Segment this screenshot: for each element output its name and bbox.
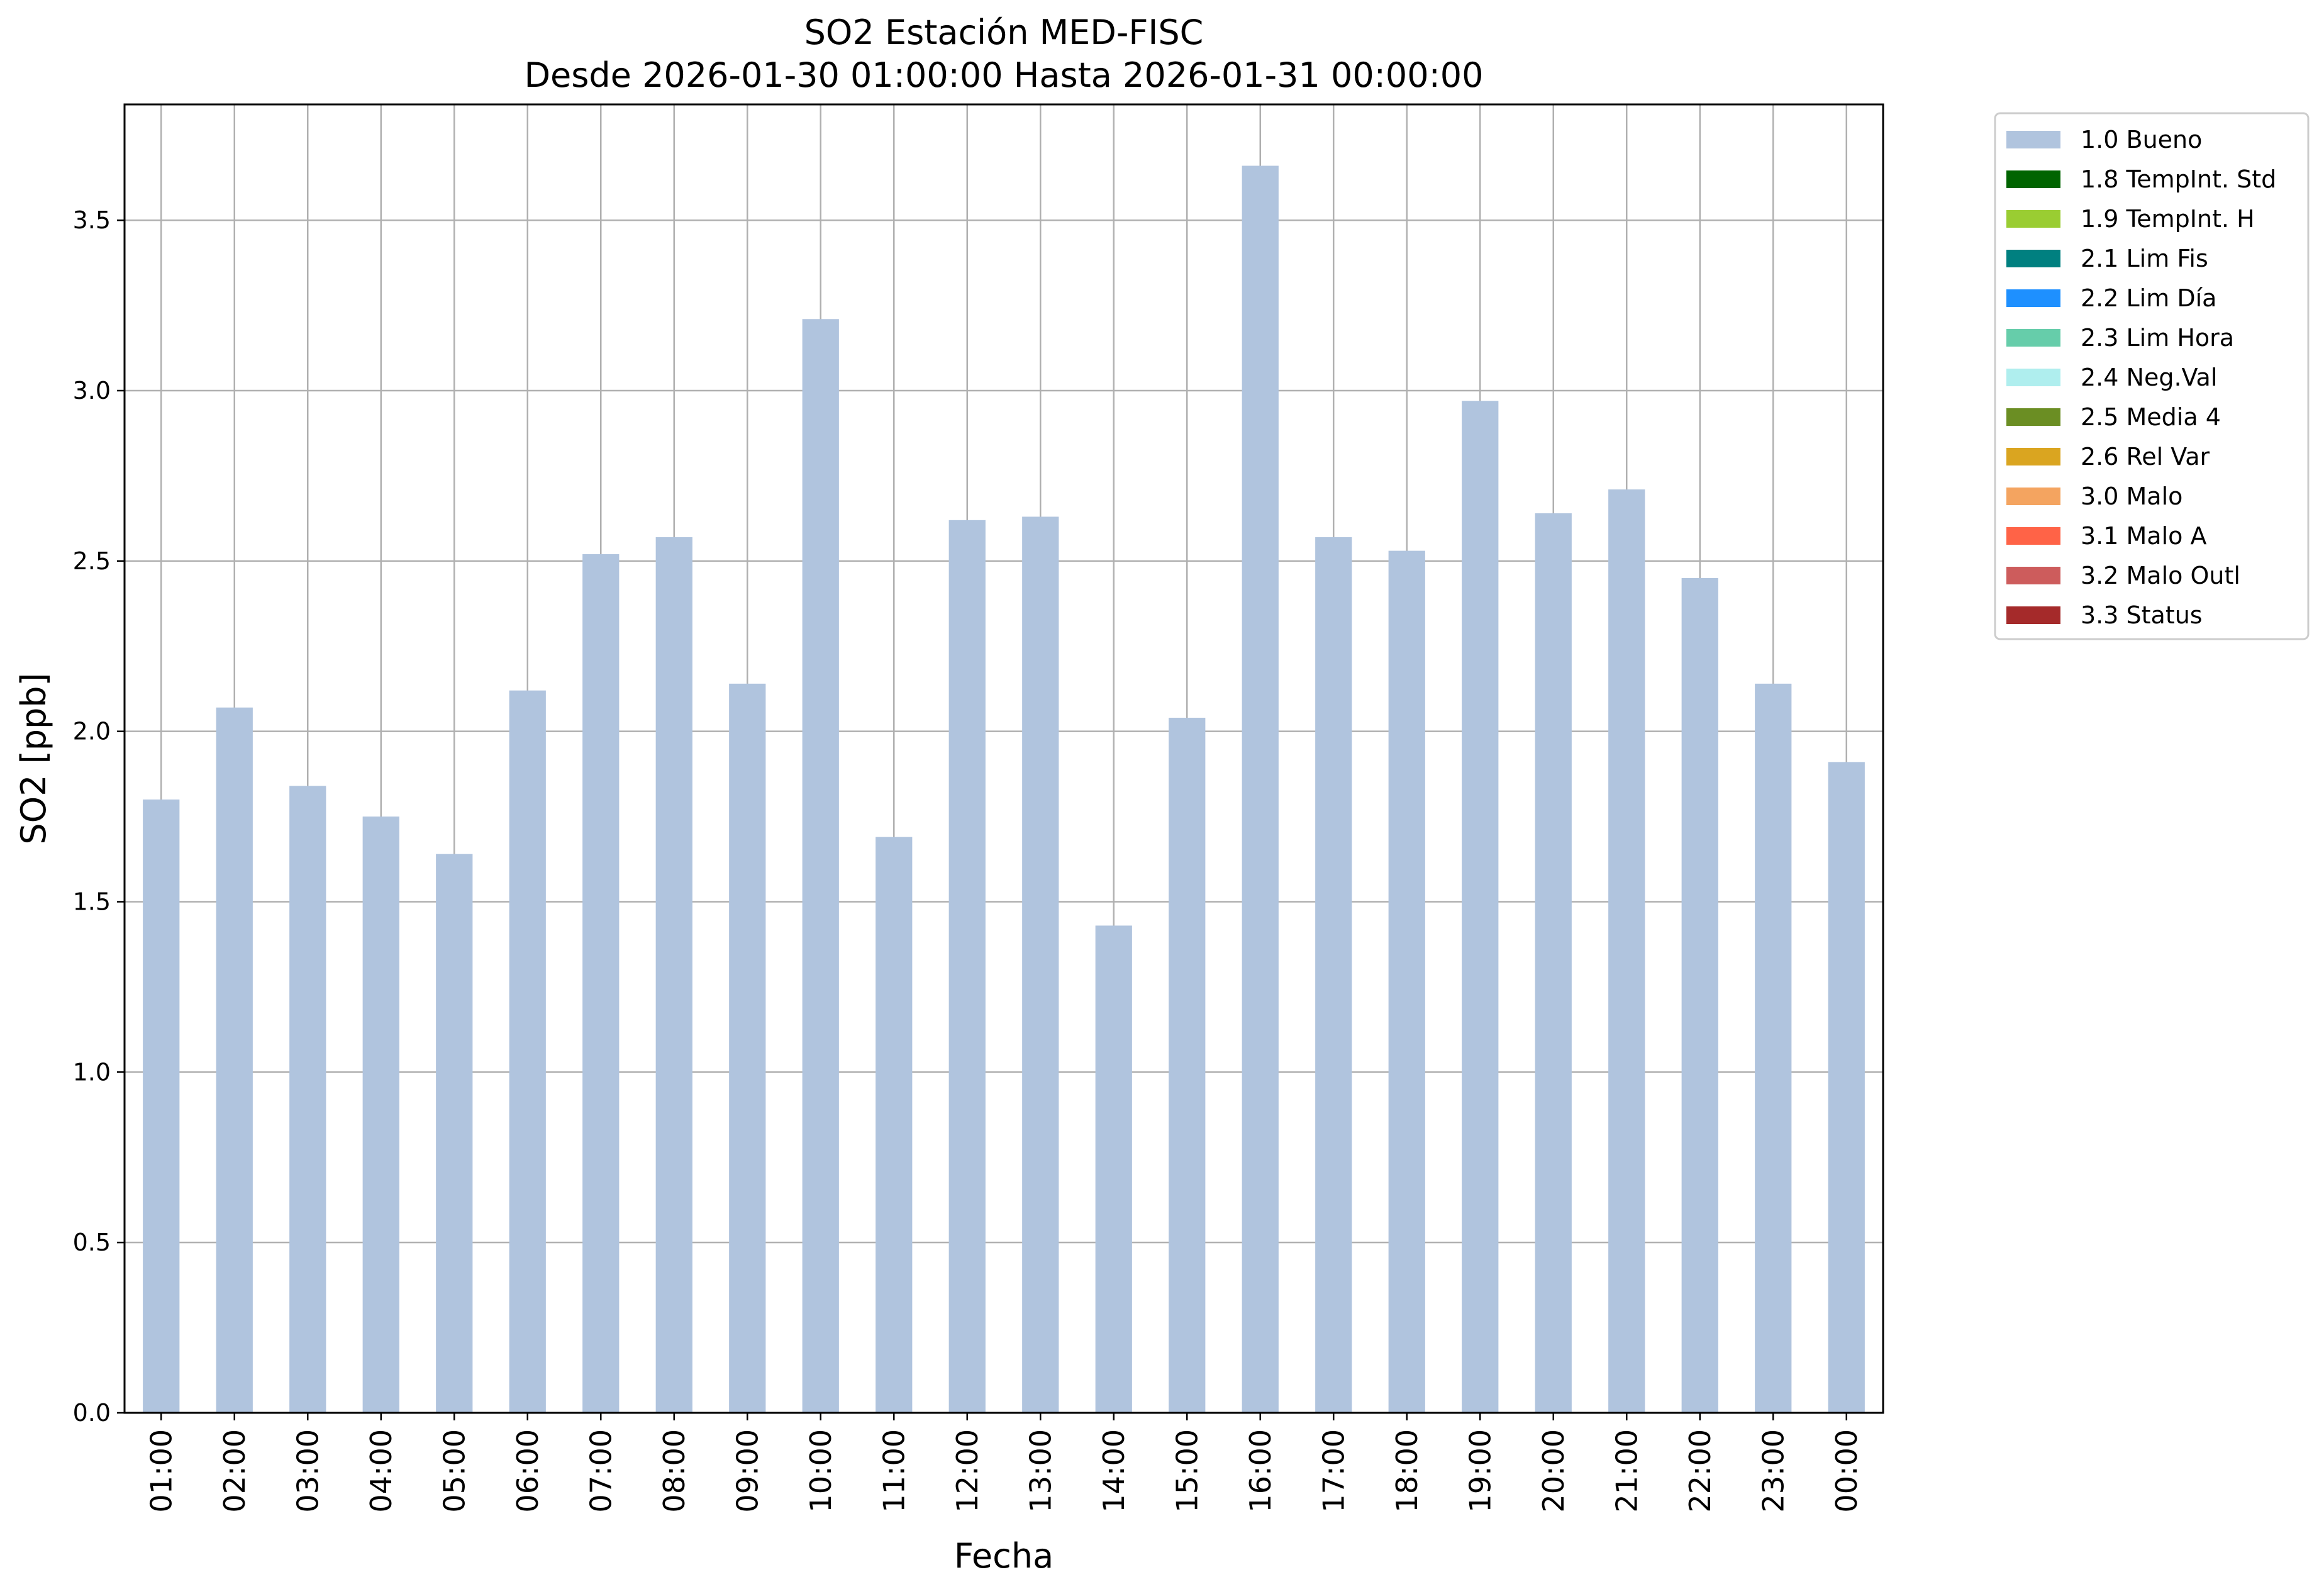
x-tick-label: 12:00 (950, 1429, 984, 1513)
legend-entry: 3.3 Status (2081, 601, 2203, 629)
x-tick-label: 03:00 (291, 1429, 325, 1513)
x-tick-label: 10:00 (804, 1429, 838, 1513)
legend-swatch (2006, 250, 2060, 267)
bar-0700 (582, 554, 620, 1413)
x-tick-label: 23:00 (1756, 1429, 1790, 1513)
x-tick-label: 08:00 (657, 1429, 691, 1513)
legend-entry: 2.6 Rel Var (2081, 443, 2210, 471)
y-tick-label: 0.0 (73, 1399, 111, 1427)
y-tick-label: 3.5 (73, 206, 111, 234)
legend-swatch (2006, 448, 2060, 465)
bar-0400 (362, 817, 399, 1413)
bar-1000 (802, 319, 839, 1413)
bar-2000 (1535, 513, 1572, 1413)
y-axis-ticks: 0.0 0.5 1.0 1.5 2.0 2.5 3.0 3.5 (73, 206, 125, 1427)
legend-entry: 3.2 Malo Outl (2081, 562, 2240, 589)
y-tick-label: 2.0 (73, 718, 111, 745)
bar-0500 (436, 854, 473, 1413)
x-tick-label: 05:00 (437, 1429, 471, 1513)
x-tick-label: 04:00 (364, 1429, 398, 1513)
legend-swatch (2006, 170, 2060, 188)
legend-swatch (2006, 131, 2060, 148)
x-tick-label: 11:00 (877, 1429, 911, 1513)
chart-subtitle: Desde 2026-01-30 01:00:00 Hasta 2026-01-… (524, 55, 1483, 95)
bar-1300 (1022, 516, 1059, 1413)
legend-swatch (2006, 369, 2060, 386)
x-tick-label: 13:00 (1023, 1429, 1057, 1513)
x-tick-label: 18:00 (1390, 1429, 1424, 1513)
x-tick-label: 07:00 (584, 1429, 618, 1513)
bar-0200 (216, 707, 253, 1413)
legend-entry: 2.5 Media 4 (2081, 403, 2221, 431)
legend-swatch (2006, 527, 2060, 545)
x-tick-label: 21:00 (1610, 1429, 1643, 1513)
legend-entry: 2.1 Lim Fis (2081, 245, 2208, 272)
x-tick-label: 01:00 (144, 1429, 178, 1513)
legend-swatch (2006, 606, 2060, 624)
y-tick-label: 3.0 (73, 377, 111, 404)
legend-entry: 1.0 Bueno (2081, 126, 2202, 153)
bar-1200 (948, 520, 986, 1413)
legend-swatch (2006, 408, 2060, 426)
bar-0800 (655, 537, 692, 1413)
x-tick-label: 22:00 (1683, 1429, 1717, 1513)
y-tick-label: 0.5 (73, 1229, 111, 1256)
x-tick-label: 20:00 (1537, 1429, 1571, 1513)
legend-entry: 2.2 Lim Día (2081, 284, 2216, 312)
bar-1900 (1462, 401, 1499, 1413)
bar-1800 (1388, 550, 1425, 1413)
legend-entry: 2.4 Neg.Val (2081, 364, 2217, 391)
bar-0300 (289, 786, 326, 1413)
x-tick-label: 16:00 (1243, 1429, 1277, 1513)
chart-title: SO2 Estación MED-FISC (804, 13, 1204, 52)
legend-frame (1994, 112, 2310, 640)
y-tick-label: 2.5 (73, 547, 111, 575)
legend-entry: 3.0 Malo (2081, 482, 2182, 510)
x-axis-ticks: 01:00 02:00 03:00 04:00 05:00 06:00 07:00 08:00… (144, 1413, 1864, 1513)
x-tick-label: 14:00 (1097, 1429, 1131, 1513)
legend-swatch (2006, 488, 2060, 505)
legend-swatch (2006, 289, 2060, 307)
bar-0100 (143, 800, 180, 1413)
x-tick-label: 00:00 (1830, 1429, 1864, 1513)
x-axis-label: Fecha (954, 1536, 1054, 1576)
bar-0000 (1828, 762, 1865, 1413)
x-tick-label: 06:00 (511, 1429, 545, 1513)
bar-1600 (1242, 165, 1279, 1413)
bar-1100 (876, 837, 913, 1413)
bar-0600 (509, 690, 546, 1413)
bar-layer (143, 165, 1865, 1413)
legend-swatch (2006, 210, 2060, 228)
plot-frame (123, 103, 1884, 1414)
x-tick-label: 02:00 (218, 1429, 252, 1513)
legend-entry: 2.3 Lim Hora (2081, 324, 2234, 352)
legend-swatch (2006, 567, 2060, 584)
y-axis-label: SO2 [ppb] (14, 672, 53, 844)
bar-0900 (729, 683, 766, 1413)
x-tick-label: 17:00 (1316, 1429, 1350, 1513)
legend-entry: 1.9 TempInt. H (2081, 205, 2255, 233)
y-tick-label: 1.0 (73, 1058, 111, 1086)
bar-2200 (1681, 577, 1718, 1413)
bar-1700 (1315, 537, 1352, 1413)
bar-2100 (1608, 489, 1645, 1413)
legend-entry: 1.8 TempInt. Std (2081, 165, 2276, 193)
y-tick-label: 1.5 (73, 888, 111, 916)
x-tick-label: 15:00 (1170, 1429, 1204, 1513)
x-tick-label: 09:00 (730, 1429, 764, 1513)
bar-1400 (1095, 925, 1132, 1413)
bar-1500 (1169, 718, 1206, 1413)
bar-2300 (1755, 683, 1792, 1413)
legend: 1.0 Bueno 1.8 TempInt. Std 1.9 TempInt. H 2… (1994, 112, 2310, 640)
legend-entry: 3.1 Malo A (2081, 522, 2206, 550)
x-tick-label: 19:00 (1463, 1429, 1497, 1513)
legend-swatch (2006, 329, 2060, 347)
